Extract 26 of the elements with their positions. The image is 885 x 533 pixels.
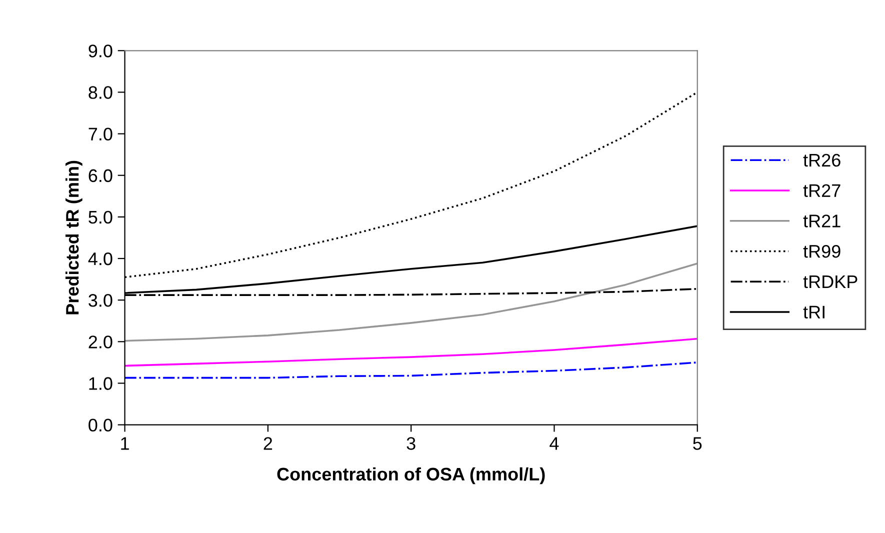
x-tick-label: 5 [693, 437, 702, 450]
line-series [124, 338, 698, 367]
x-tick-label: 4 [550, 437, 559, 450]
y-tick-label: 2.0 [88, 336, 112, 348]
line-series [124, 262, 698, 342]
y-tick-label: 8.0 [88, 86, 112, 99]
x-axis-title: Concentration of OSA (mmol/L) [277, 467, 545, 484]
x-tick-label: 2 [264, 437, 272, 450]
legend-label: tR27 [803, 184, 840, 197]
legend-label: tR99 [803, 244, 840, 258]
legend-label: tRI [803, 306, 824, 318]
y-tick-label: 5.0 [88, 210, 112, 224]
x-tick-label: 3 [406, 437, 416, 450]
y-axis-title: Predicted tR (min) [65, 160, 82, 314]
y-tick-label: 0.0 [88, 418, 112, 432]
legend-label: tRDKP [803, 276, 858, 288]
legend-label: tR26 [803, 154, 840, 167]
y-tick-label: 6.0 [88, 169, 112, 182]
y-tick-label: 9.0 [88, 44, 112, 58]
line-series [124, 362, 698, 379]
y-tick-label: 1.0 [89, 377, 112, 390]
y-tick-label: 3.0 [88, 294, 112, 307]
legend-label: tR21 [803, 214, 840, 228]
y-tick-label: 4.0 [88, 252, 112, 266]
y-tick-label: 7.0 [88, 128, 112, 141]
x-tick-label: 1 [121, 437, 129, 450]
